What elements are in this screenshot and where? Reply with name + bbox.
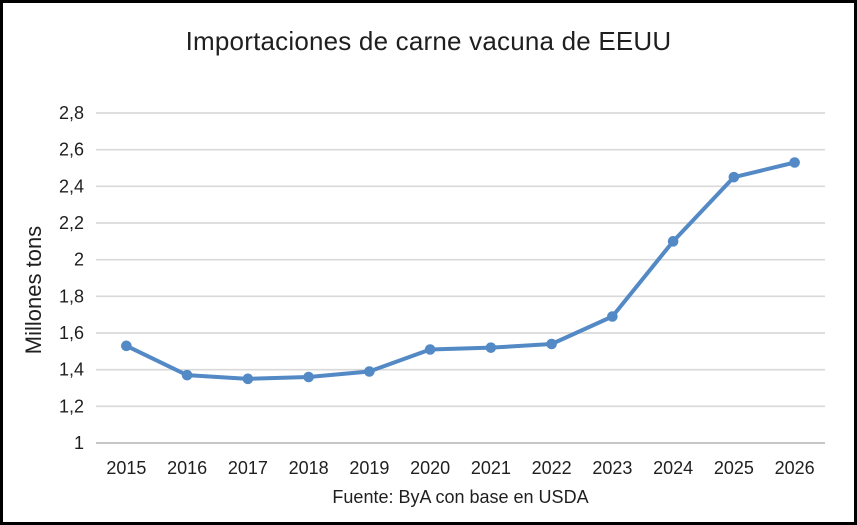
data-point-2020 xyxy=(424,344,436,355)
data-point-2019 xyxy=(364,366,375,377)
data-point-2015 xyxy=(121,340,132,352)
x-tick-label: 2017 xyxy=(228,458,268,478)
data-point-2023 xyxy=(607,311,618,322)
y-tick-label: 1 xyxy=(74,433,84,453)
data-point-2017 xyxy=(242,373,254,385)
data-point-2018 xyxy=(303,371,314,383)
data-point-2016 xyxy=(181,369,193,381)
x-tick-label: 2023 xyxy=(592,458,632,478)
data-series-line xyxy=(124,160,797,381)
x-tick-label: 2018 xyxy=(289,458,329,478)
x-tick-label: 2024 xyxy=(653,458,693,478)
x-tick-label: 2015 xyxy=(106,458,146,478)
y-tick-label: 1,4 xyxy=(59,360,84,380)
data-point-2026 xyxy=(789,157,800,168)
y-tick-label: 2,6 xyxy=(59,140,84,160)
y-tick-label: 1,8 xyxy=(59,286,84,306)
chart-title: Importaciones de carne vacuna de EEUU xyxy=(185,26,672,56)
x-tick-label: 2021 xyxy=(471,458,511,478)
x-tick-label: 2025 xyxy=(714,458,754,478)
data-point-2024 xyxy=(667,236,679,247)
data-point-2022 xyxy=(546,338,557,350)
x-tick-label: 2022 xyxy=(532,458,572,478)
data-point-2025 xyxy=(728,171,740,183)
x-tick-label: 2020 xyxy=(410,458,450,478)
y-tick-label: 2 xyxy=(74,250,84,270)
y-tick-label: 1,6 xyxy=(59,323,84,343)
y-tick-label: 2,4 xyxy=(59,176,84,196)
y-tick-label: 1,2 xyxy=(59,396,84,416)
data-point-2021 xyxy=(485,342,497,353)
x-tick-label: 2026 xyxy=(775,458,815,478)
y-tick-label: 2,2 xyxy=(59,213,84,233)
x-tick-label: 2019 xyxy=(349,458,389,478)
x-tick-label: 2016 xyxy=(167,458,207,478)
line-chart-canvas: 1 1,2 1,4 1,6 1,8 2 2,2 2,4 2,6 2,8 2015 2016 2017 20… xyxy=(59,103,825,478)
source-note: Fuente: ByA con base en USDA xyxy=(332,487,589,507)
y-tick-label: 2,8 xyxy=(59,103,84,123)
